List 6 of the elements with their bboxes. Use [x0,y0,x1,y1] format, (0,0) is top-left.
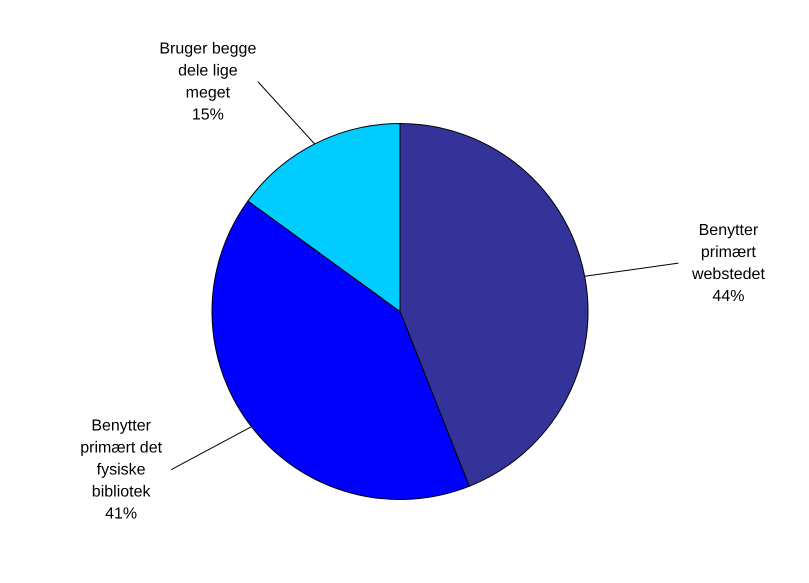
slice-label: Benytter primært webstedet [690,222,766,284]
data-label: 15% [192,106,224,124]
data-label: 44% [712,288,744,306]
data-label: 41% [105,506,138,523]
slice-label: Bruger begge dele lige meget [159,40,256,102]
slice-label: Benytter primært det fysiske bibliotek [80,418,163,501]
